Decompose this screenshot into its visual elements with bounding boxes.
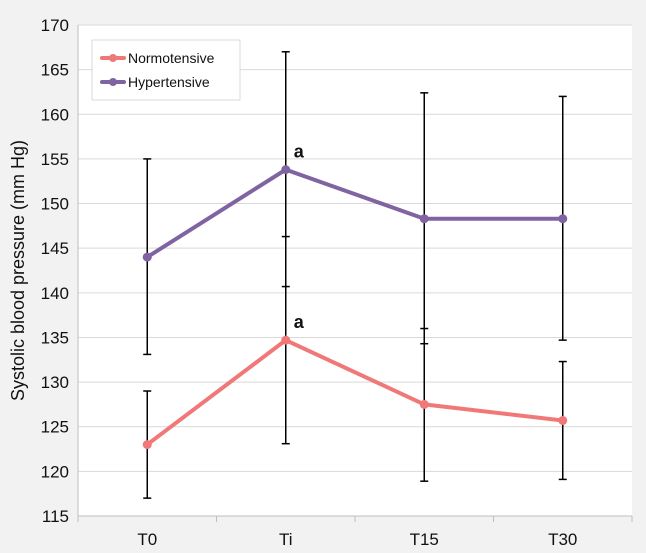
data-point bbox=[142, 440, 152, 450]
y-axis: 115 120 125 130 135 140 145 150 155 160 165 170 Syst… bbox=[8, 16, 79, 526]
series-normotensive bbox=[142, 235, 568, 499]
legend-label: Normotensive bbox=[128, 50, 215, 66]
x-axis: T0 Ti T15 T30 bbox=[77, 515, 633, 549]
data-point bbox=[281, 335, 291, 345]
y-tick-label: 170 bbox=[41, 16, 69, 35]
x-tick-label: T0 bbox=[137, 530, 157, 548]
legend: Normotensive Hypertensive bbox=[91, 39, 241, 101]
annotation-label: a bbox=[294, 142, 305, 162]
data-point bbox=[142, 252, 152, 262]
x-tick-label: Ti bbox=[279, 530, 293, 548]
legend-swatch-marker bbox=[109, 54, 117, 62]
annotations: aa bbox=[294, 142, 305, 333]
gridlines bbox=[78, 24, 632, 472]
legend-swatch-marker bbox=[109, 78, 117, 86]
data-point bbox=[558, 214, 568, 224]
x-tick-label: T30 bbox=[548, 530, 577, 548]
y-tick-label: 120 bbox=[41, 462, 69, 481]
y-tick-label: 160 bbox=[41, 105, 69, 124]
y-tick-label: 155 bbox=[41, 150, 69, 169]
series-layer bbox=[142, 51, 568, 499]
series-line bbox=[145, 338, 565, 447]
data-point bbox=[558, 415, 568, 425]
x-tick-label: T15 bbox=[410, 530, 439, 548]
data-point bbox=[419, 399, 429, 409]
series-line bbox=[145, 167, 565, 260]
data-point bbox=[419, 214, 429, 224]
y-tick-label: 145 bbox=[41, 239, 69, 258]
legend-label: Hypertensive bbox=[128, 74, 210, 90]
y-axis-title: Systolic blood pressure (mm Hg) bbox=[8, 140, 28, 401]
plot-area bbox=[78, 25, 632, 516]
y-tick-label: 115 bbox=[42, 507, 69, 526]
y-tick-label: 140 bbox=[41, 284, 69, 303]
series-hypertensive bbox=[142, 51, 568, 356]
y-tick-label: 165 bbox=[41, 61, 69, 80]
y-tick-label: 135 bbox=[41, 328, 69, 347]
y-tick-label: 150 bbox=[41, 195, 69, 214]
legend-box bbox=[91, 39, 241, 101]
annotation-label: a bbox=[294, 312, 305, 332]
data-point bbox=[281, 165, 291, 175]
y-tick-label: 125 bbox=[41, 418, 69, 437]
y-tick-label: 130 bbox=[41, 373, 69, 392]
